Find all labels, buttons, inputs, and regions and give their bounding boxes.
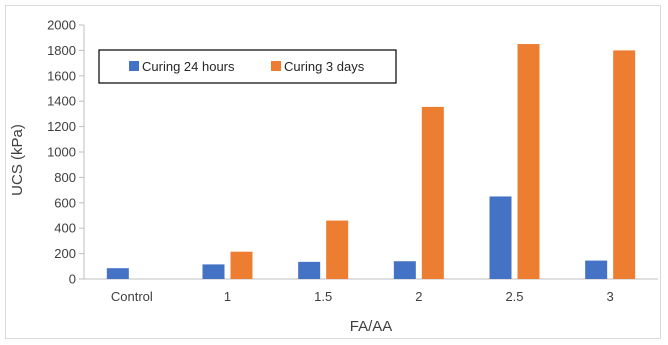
bar-curing-24-hours: [298, 261, 321, 279]
y-tick-label: 1200: [47, 119, 76, 134]
x-axis-title: FA/AA: [350, 318, 393, 335]
chart-frame: [5, 5, 661, 339]
legend-swatch-curing-24-hours: [129, 61, 139, 71]
bars: [106, 44, 636, 280]
legend: Curing 24 hours Curing 3 days: [98, 49, 397, 84]
y-axis-title: UCS (kPa): [9, 124, 26, 196]
bar-curing-3-days: [230, 251, 253, 279]
x-tick-label: 2.5: [505, 289, 523, 304]
y-tick-label: 1600: [47, 68, 76, 83]
bar-curing-3-days: [613, 50, 636, 280]
bar-curing-24-hours: [585, 260, 608, 279]
y-tick-label: 200: [54, 246, 76, 261]
y-tick-label: 1000: [47, 145, 76, 160]
bar-curing-24-hours: [106, 268, 129, 279]
legend-swatch-curing-3-days: [271, 61, 281, 71]
x-tick-label: 3: [607, 289, 614, 304]
bar-curing-24-hours: [489, 196, 512, 279]
y-tick-label: 800: [54, 170, 76, 185]
x-tick-label: Control: [111, 289, 153, 304]
y-tick-label: 1400: [47, 94, 76, 109]
y-tick-label: 2000: [47, 18, 76, 33]
bar-curing-3-days: [421, 106, 444, 279]
x-tick-label: 1.5: [314, 289, 332, 304]
x-tick-label: 2: [415, 289, 422, 304]
bar-curing-3-days: [517, 44, 540, 279]
bar-curing-24-hours: [202, 264, 225, 279]
y-tick-label: 600: [54, 195, 76, 210]
x-axis-ticks: Control 1 1.5 2 2.5 3: [111, 289, 614, 304]
legend-frame: [98, 49, 397, 84]
y-tick-label: 1800: [47, 43, 76, 58]
bar-curing-3-days: [326, 220, 349, 279]
legend-label-curing-3-days: Curing 3 days: [284, 59, 365, 74]
bar-curing-24-hours: [393, 261, 416, 279]
y-tick-label: 400: [54, 221, 76, 236]
legend-label-curing-24-hours: Curing 24 hours: [142, 59, 235, 74]
y-axis-ticks: 0 200 400 600 800 1000 1200 1400 1600 1800 2000: [47, 18, 84, 287]
x-tick-label: 1: [224, 289, 231, 304]
y-tick-label: 0: [69, 272, 76, 287]
